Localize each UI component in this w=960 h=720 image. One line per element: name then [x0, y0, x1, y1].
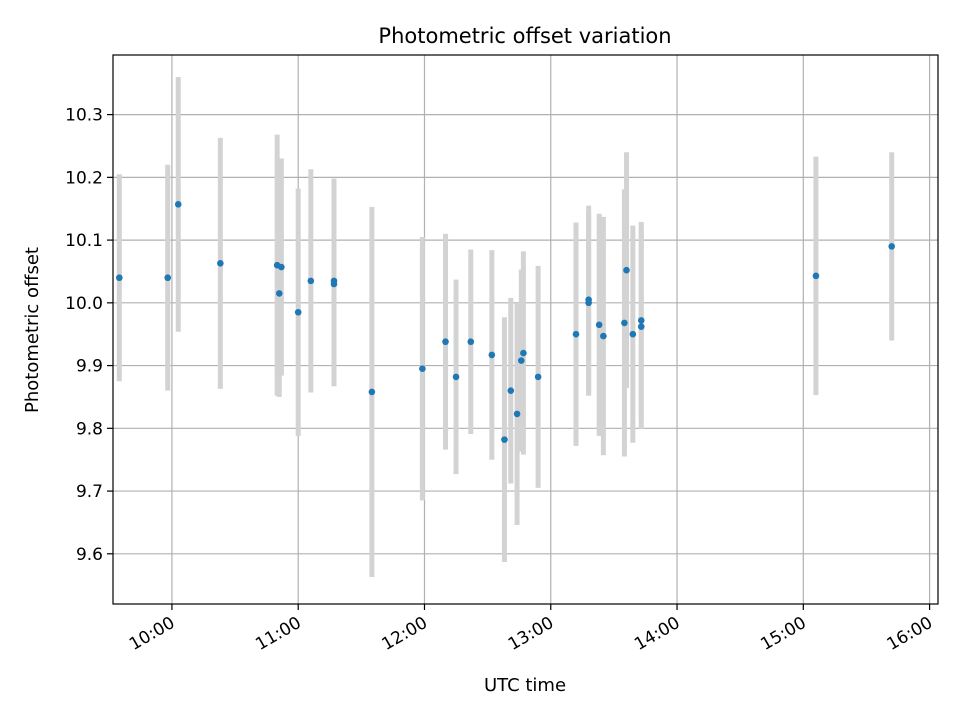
data-point: [534, 373, 542, 381]
data-point: [600, 332, 607, 340]
y-tick-label: 9.9: [76, 357, 103, 377]
data-point: [488, 351, 496, 359]
data-point: [572, 330, 580, 338]
data-point: [520, 349, 527, 357]
data-point: [595, 321, 603, 329]
chart-title: Photometric offset variation: [378, 24, 671, 48]
y-tick-label: 10.3: [65, 106, 103, 126]
data-point: [294, 308, 302, 316]
data-point: [517, 357, 525, 364]
y-tick-label: 9.6: [76, 545, 103, 565]
data-point: [217, 260, 224, 267]
y-tick-label: 9.8: [76, 419, 103, 439]
data-point: [812, 272, 820, 280]
data-point: [623, 266, 630, 274]
y-axis-label: Photometric offset: [22, 247, 43, 413]
data-point: [507, 387, 515, 394]
data-point: [467, 338, 475, 346]
data-point: [278, 263, 285, 271]
data-point: [330, 280, 338, 288]
y-tick-label: 10.2: [65, 168, 103, 188]
y-tick-label: 10.1: [65, 231, 103, 251]
data-point: [275, 290, 283, 297]
data-point: [307, 277, 315, 285]
data-point: [452, 373, 460, 381]
data-point: [442, 338, 449, 346]
data-points: [116, 201, 895, 443]
data-point: [501, 436, 508, 443]
data-point: [174, 201, 182, 208]
data-point: [368, 388, 376, 396]
data-point: [116, 274, 123, 282]
data-point: [637, 317, 645, 324]
data-point: [629, 330, 637, 338]
data-point: [621, 319, 628, 327]
x-axis-label: UTC time: [484, 675, 566, 696]
data-point: [513, 410, 521, 418]
data-point: [888, 243, 895, 250]
data-point: [637, 323, 645, 330]
y-tick-label: 9.7: [76, 482, 103, 502]
data-point: [419, 365, 426, 373]
plot-frame: [112, 54, 939, 605]
data-point: [585, 299, 592, 307]
y-tick-label: 10.0: [65, 294, 103, 314]
data-point: [164, 274, 172, 282]
